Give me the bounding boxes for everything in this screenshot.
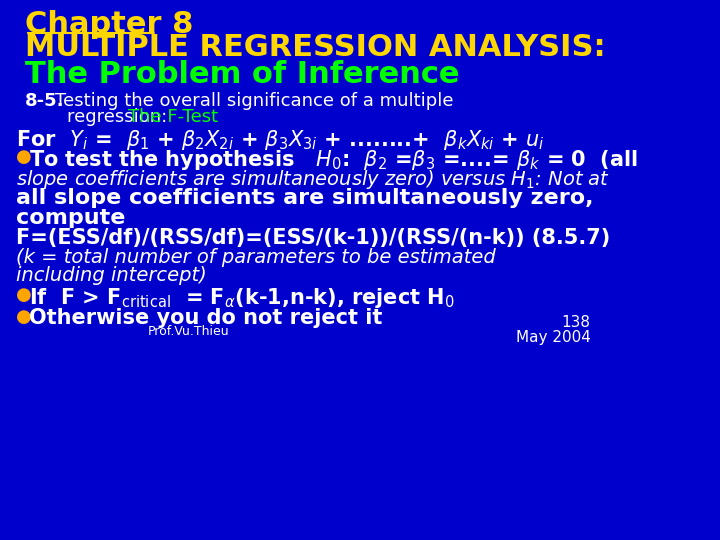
Text: ●: ● xyxy=(16,308,32,326)
Text: Chapter 8: Chapter 8 xyxy=(25,10,194,39)
Text: The F-Test: The F-Test xyxy=(128,108,218,126)
Text: If  F > F$_{\rm critical}$  = F$_\alpha$(k-1,n-k), reject H$_0$: If F > F$_{\rm critical}$ = F$_\alpha$(k… xyxy=(29,286,454,310)
Text: regression:: regression: xyxy=(67,108,173,126)
Text: compute: compute xyxy=(16,208,125,228)
Text: MULTIPLE REGRESSION ANALYSIS:: MULTIPLE REGRESSION ANALYSIS: xyxy=(25,33,606,62)
Text: all slope coefficients are simultaneously zero,: all slope coefficients are simultaneousl… xyxy=(16,188,593,208)
Text: including intercept): including intercept) xyxy=(16,266,207,285)
Text: For  $Y_i$ =  $\beta_1$ + $\beta_2 X_{2i}$ + $\beta_3 X_{3i}$ + ........+  $\bet: For $Y_i$ = $\beta_1$ + $\beta_2 X_{2i}$… xyxy=(16,128,545,152)
Text: ●: ● xyxy=(16,148,32,166)
Text: Testing the overall significance of a multiple: Testing the overall significance of a mu… xyxy=(55,92,454,110)
Text: Otherwise you do not reject it: Otherwise you do not reject it xyxy=(29,308,382,328)
Text: 8-5.: 8-5. xyxy=(25,92,65,110)
Text: May 2004: May 2004 xyxy=(516,330,590,345)
Text: slope coefficients are simultaneously zero) versus $H_1$: Not at: slope coefficients are simultaneously ze… xyxy=(16,168,610,191)
Text: (k = total number of parameters to be estimated: (k = total number of parameters to be es… xyxy=(16,248,496,267)
Text: Prof.Vu.Thieu: Prof.Vu.Thieu xyxy=(148,325,229,338)
Text: F=(ESS/df)/(RSS/df)=(ESS/(k-1))/(RSS/(n-k)) (8.5.7): F=(ESS/df)/(RSS/df)=(ESS/(k-1))/(RSS/(n-… xyxy=(16,228,611,248)
Text: ●: ● xyxy=(16,286,32,304)
Text: To test the hypothesis   $H_0$:  $\beta_2$ =$\beta_3$ =....= $\beta_k$ = 0  (all: To test the hypothesis $H_0$: $\beta_2$ … xyxy=(29,148,638,172)
Text: 138: 138 xyxy=(562,315,590,330)
Text: The Problem of Inference: The Problem of Inference xyxy=(25,60,459,89)
